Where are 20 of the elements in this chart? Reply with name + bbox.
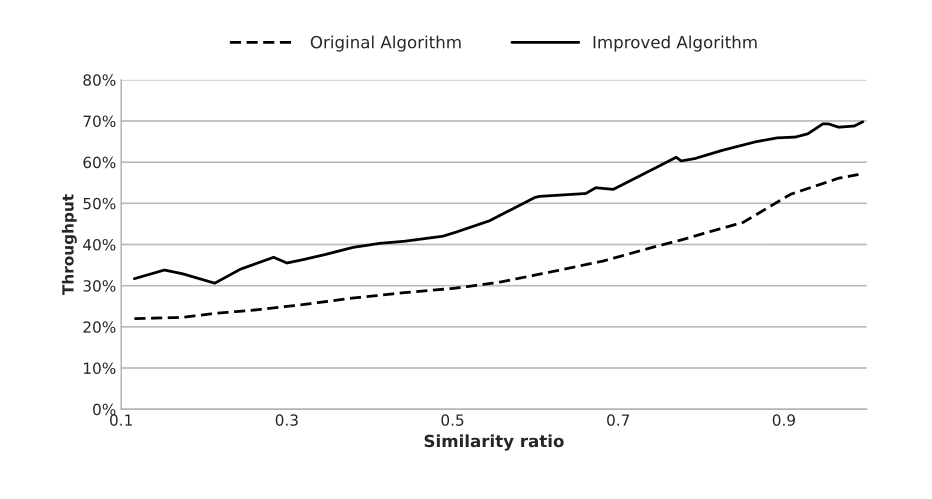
line-series	[133, 173, 860, 320]
x-tick-label: 0.9	[772, 414, 795, 426]
x-axis-title: Similarity ratio	[424, 434, 564, 451]
x-tick-label: 0.3	[276, 414, 298, 426]
y-tick-label: 10%	[84, 362, 116, 374]
legend-label: Original Algorithm	[310, 36, 461, 52]
y-axis-title: Throughput	[62, 194, 77, 295]
y-tick-label: 50%	[84, 198, 116, 210]
y-tick-label: 30%	[84, 280, 116, 292]
y-tick-label: 20%	[83, 321, 116, 333]
y-tick-label: 60%	[83, 156, 116, 168]
line-series	[133, 120, 864, 285]
y-tick-label: 80%	[83, 74, 116, 86]
legend-label: Improved Algorithm	[594, 36, 757, 52]
y-tick-label: 0%	[93, 404, 116, 416]
y-tick-label: 40%	[83, 238, 116, 251]
y-tick-label: 70%	[84, 115, 116, 128]
x-tick-label: 0.1	[110, 414, 132, 426]
x-tick-label: 0.5	[441, 414, 464, 426]
x-tick-label: 0.7	[607, 414, 630, 426]
